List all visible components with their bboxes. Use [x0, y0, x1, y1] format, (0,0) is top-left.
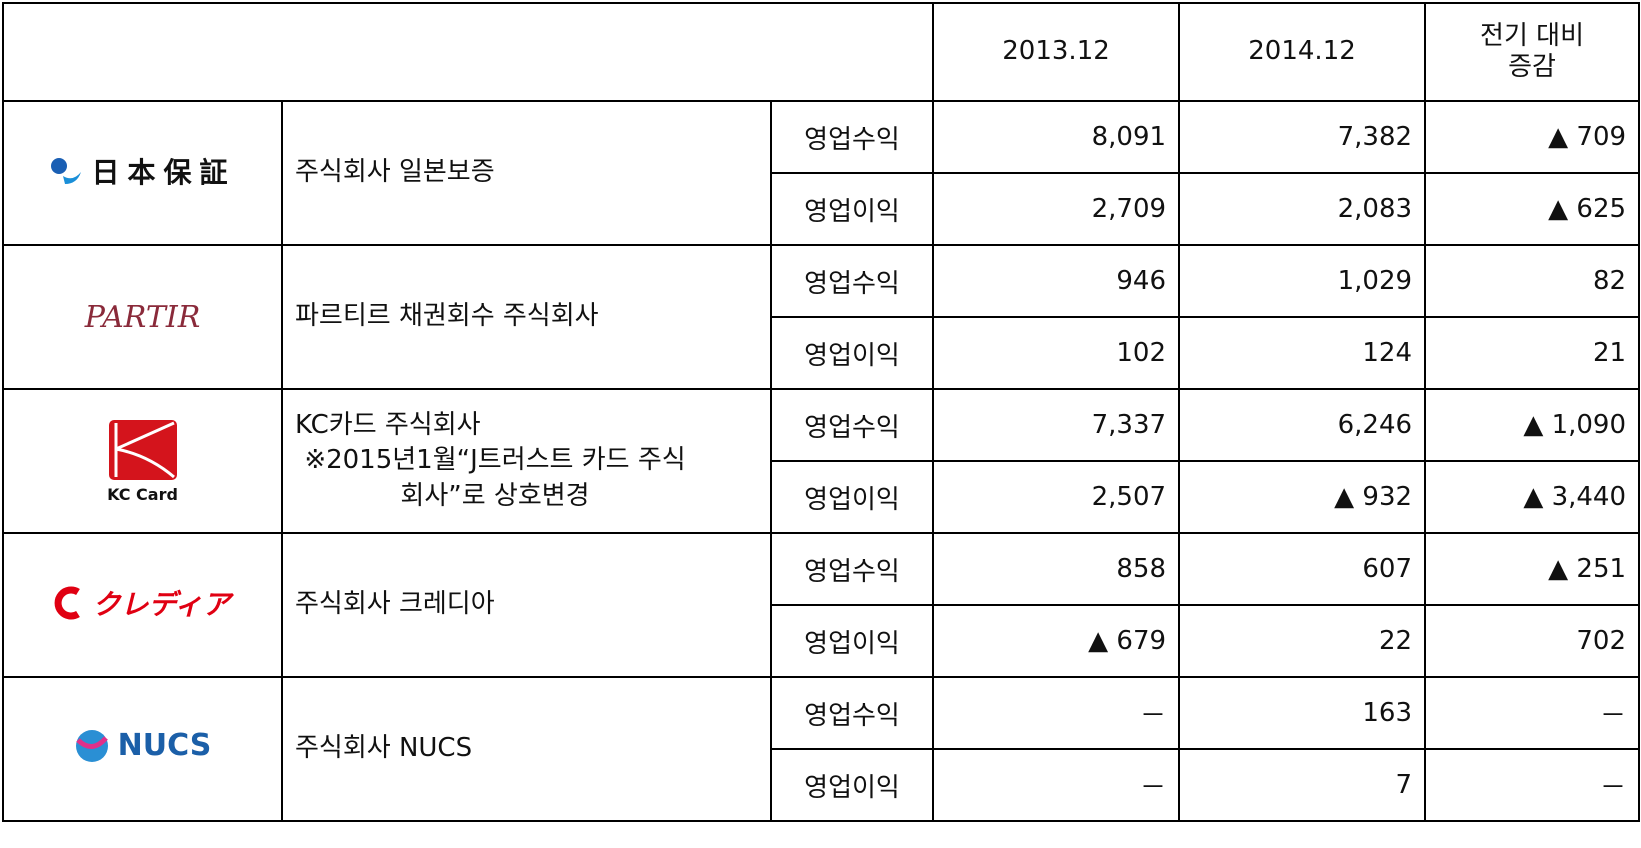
value-cell: 1,029 [1178, 244, 1427, 318]
logo-text: 日本保証 [91, 156, 236, 189]
value-cell: 22 [1178, 604, 1427, 678]
value-cell: 607 [1178, 532, 1427, 606]
metric: 영업수익 [769, 388, 935, 462]
value-cell: 7,337 [932, 388, 1181, 462]
company-name-text: 파르티르 채권회수 주식회사 [295, 301, 599, 332]
data-row: 영업이익 102 124 21 [3, 316, 1641, 390]
logo-text: KC Card [107, 484, 178, 504]
logo-cell: KC Card [2, 388, 283, 534]
value-cell: 2,507 [932, 460, 1181, 534]
header-row: 2013.12 2014.12 전기 대비 증감 [1, 2, 1641, 102]
value-cell: 2,709 [932, 172, 1181, 246]
company-logo: 日本保証 [49, 151, 235, 191]
logo-cell: PARTIR [2, 244, 283, 390]
company-name: 파르티르 채권회수 주식회사 [281, 244, 772, 390]
value-cell: ▲ 1,090 [1424, 388, 1641, 462]
value-cell: ▲ 709 [1424, 100, 1641, 174]
value-cell: 7,382 [1178, 100, 1427, 174]
value-cell: 2,083 [1178, 172, 1427, 246]
company-logo: KC Card [107, 419, 178, 504]
logo-cell: NUCS [2, 676, 283, 822]
data-row: 영업이익 2,507 ▲ 932 ▲ 3,440 [3, 460, 1641, 534]
results-table: 2013.12 2014.12 전기 대비 증감 日本保証 주식회사 일본보증 영업수익 8… [1, 2, 1641, 822]
metric: 영업이익 [769, 316, 935, 390]
metric: 영업이익 [769, 604, 935, 678]
data-row: 영업이익 ▲ 679 22 702 [3, 604, 1641, 678]
value-cell: 7 [1178, 748, 1427, 822]
metric: 영업이익 [769, 748, 935, 822]
logo-text: NUCS [117, 728, 212, 763]
data-row: KC Card KC카드 주식회사 ※2015년1월“J트러스트 카드 주식회사”로… [2, 388, 1641, 534]
value-cell: － [1424, 748, 1641, 822]
value-cell: － [932, 676, 1181, 750]
company-name-text: 주식회사 일본보증 [295, 157, 495, 188]
data-row: 영업이익 2,709 2,083 ▲ 625 [3, 172, 1641, 246]
company-logo: クレディア [54, 583, 231, 623]
company-note: ※2015년1월“J트러스트 카드 주식회사”로 상호변경 [304, 445, 686, 511]
value-cell: 858 [932, 532, 1181, 606]
value-cell: 6,246 [1178, 388, 1427, 462]
value-cell: 102 [932, 316, 1181, 390]
data-row: 日本保証 주식회사 일본보증 영업수익 8,091 7,382 ▲ 709 [2, 100, 1641, 246]
metric: 영업이익 [769, 460, 935, 534]
metric: 영업수익 [769, 532, 935, 606]
value-cell: ▲ 3,440 [1424, 460, 1641, 534]
value-cell: － [1424, 676, 1641, 750]
value-cell: ▲ 251 [1424, 532, 1641, 606]
value-cell: 702 [1424, 604, 1641, 678]
value-cell: 163 [1178, 676, 1427, 750]
header-cell: 2014.12 [1178, 2, 1427, 102]
company-name: KC카드 주식회사 ※2015년1월“J트러스트 카드 주식회사”로 상호변경 [281, 388, 772, 534]
company-name-text: 주식회사 크레디아 [295, 589, 495, 620]
value-cell: 946 [932, 244, 1181, 318]
company-name-text: 주식회사 NUCS [295, 733, 473, 764]
table-body: 2013.12 2014.12 전기 대비 증감 日本保証 주식회사 일본보증 영업수익 8… [1, 2, 1641, 822]
value-cell: ▲ 679 [932, 604, 1181, 678]
company-logo: PARTIR [85, 300, 201, 335]
value-cell: 124 [1178, 316, 1427, 390]
company-logo: NUCS [74, 728, 212, 764]
metric: 영업수익 [769, 244, 935, 318]
data-row: クレディア 주식회사 크레디아 영업수익 858 607 ▲ 251 [2, 532, 1641, 678]
metric: 영업수익 [769, 676, 935, 750]
data-row: PARTIR 파르티르 채권회수 주식회사 영업수익 946 1,029 82 [2, 244, 1641, 390]
logo-cell: クレディア [2, 532, 283, 678]
value-cell: ▲ 625 [1424, 172, 1641, 246]
value-cell: 8,091 [932, 100, 1181, 174]
logo-text: PARTIR [84, 299, 201, 335]
metric: 영업이익 [769, 172, 935, 246]
company-name-text: KC카드 주식회사 [295, 410, 481, 441]
data-row: NUCS 주식회사 NUCS 영업수익 － 163 － [2, 676, 1641, 822]
header-cell: 2013.12 [932, 2, 1181, 102]
value-cell: － [932, 748, 1181, 822]
company-name: 주식회사 일본보증 [281, 100, 772, 246]
data-row: 영업이익 － 7 － [3, 748, 1641, 822]
company-name: 주식회사 NUCS [281, 676, 772, 822]
value-cell: 82 [1424, 244, 1641, 318]
value-cell: ▲ 932 [1178, 460, 1427, 534]
value-cell: 21 [1424, 316, 1641, 390]
company-name: 주식회사 크레디아 [281, 532, 772, 678]
logo-cell: 日本保証 [2, 100, 283, 246]
header-blank [1, 2, 935, 102]
header-cell: 전기 대비 증감 [1424, 2, 1641, 102]
logo-text: クレディア [92, 588, 231, 621]
metric: 영업수익 [769, 100, 935, 174]
